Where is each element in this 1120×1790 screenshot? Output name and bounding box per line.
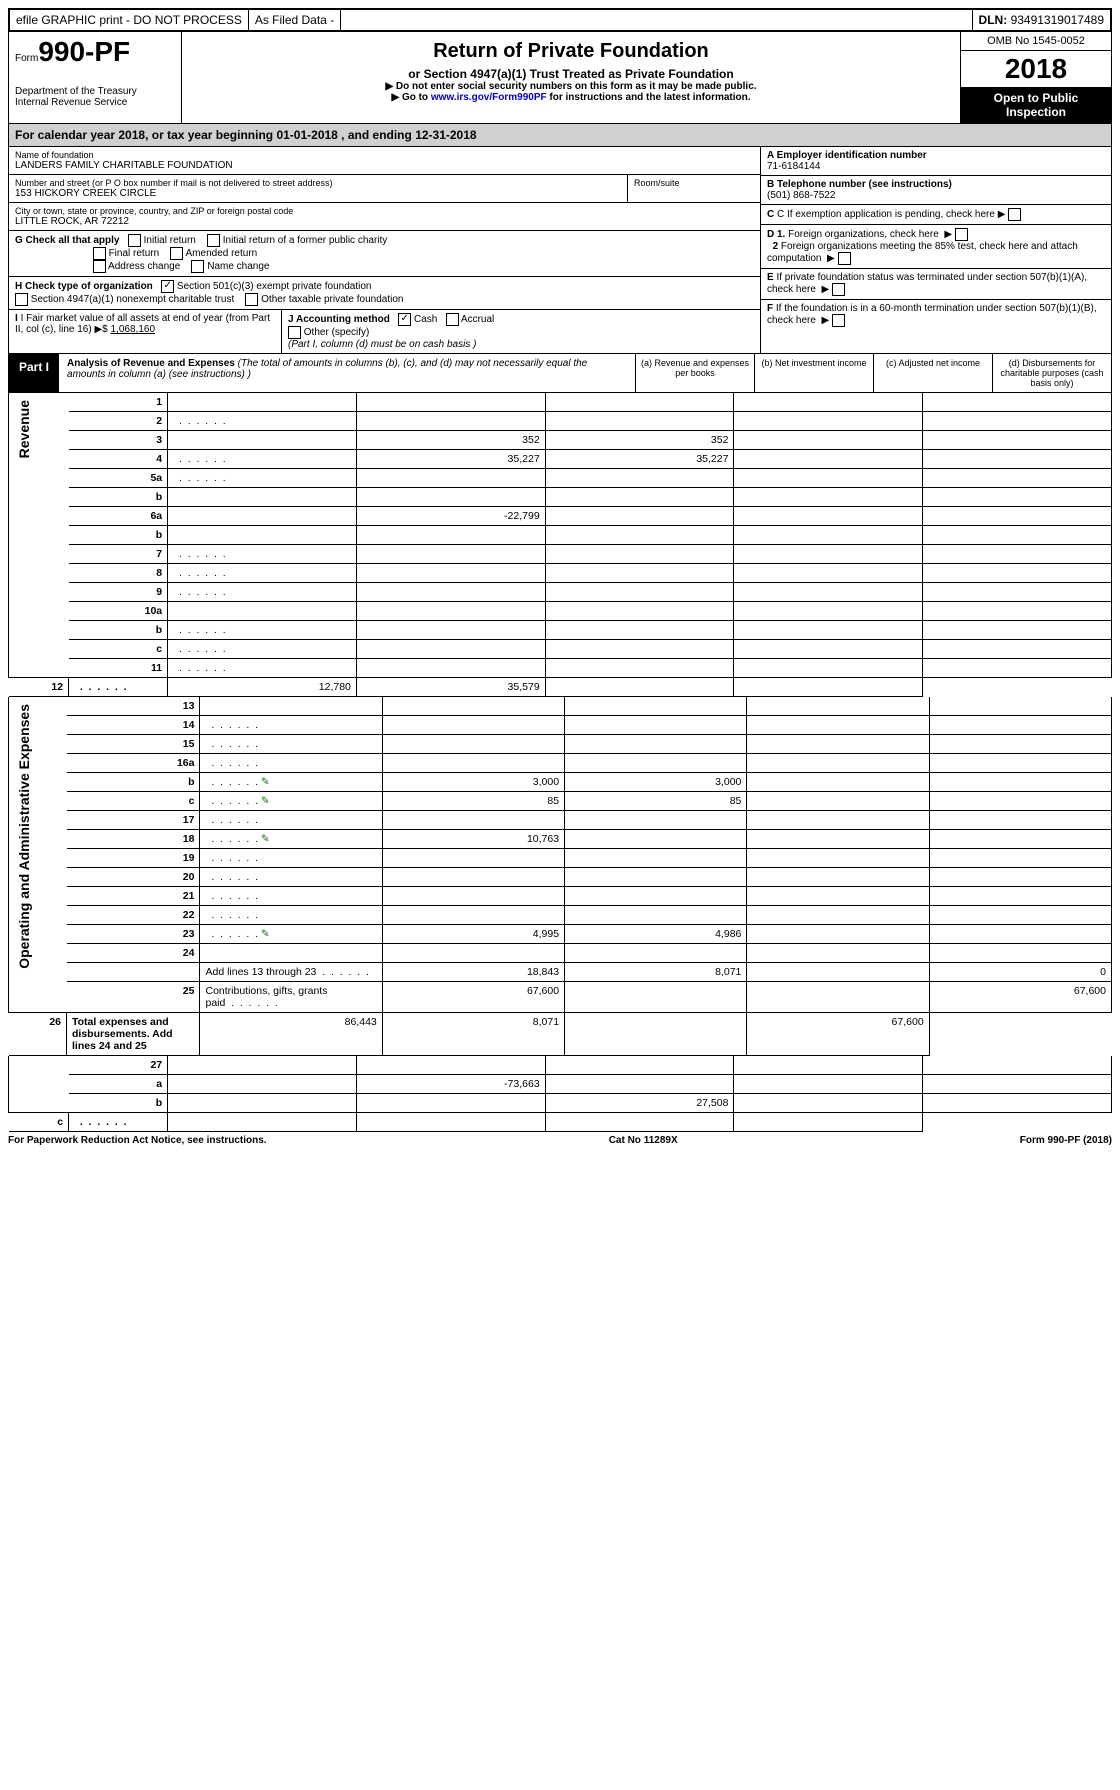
table-row: 26Total expenses and disbursements. Add … (9, 1013, 1112, 1056)
header-left: Form990-PF Department of the Treasury In… (9, 32, 182, 123)
part1-header: Part I Analysis of Revenue and Expenses … (8, 354, 1112, 393)
attachment-icon[interactable]: ✎ (258, 795, 270, 807)
table-row: b (9, 526, 1112, 545)
table-row: b . . . . . . ✎3,0003,000 (9, 773, 1112, 792)
table-row: 25Contributions, gifts, grants paid . . … (9, 982, 1112, 1013)
as-filed: As Filed Data - (249, 10, 341, 30)
calendar-year-row: For calendar year 2018, or tax year begi… (8, 124, 1112, 147)
table-row: Add lines 13 through 23 . . . . . .18,84… (9, 963, 1112, 982)
table-row: 23 . . . . . . ✎4,9954,986 (9, 925, 1112, 944)
table-row: 16a . . . . . . (9, 754, 1112, 773)
table-row: 1 (9, 393, 1112, 412)
table-row: 8 . . . . . . (9, 564, 1112, 583)
top-bar-spacer (341, 10, 972, 30)
page-footer: For Paperwork Reduction Act Notice, see … (8, 1132, 1112, 1146)
attachment-icon[interactable]: ✎ (258, 928, 270, 940)
foundation-city: LITTLE ROCK, AR 72212 (15, 216, 754, 227)
table-row: 7 . . . . . . (9, 545, 1112, 564)
section-i: I I Fair market value of all assets at e… (9, 310, 282, 353)
top-bar: efile GRAPHIC print - DO NOT PROCESS As … (8, 8, 1112, 32)
table-row: 4 . . . . . .35,22735,227 (9, 450, 1112, 469)
section-g: G Check all that apply Initial return In… (9, 231, 760, 277)
table-row: 15 . . . . . . (9, 735, 1112, 754)
foundation-name: LANDERS FAMILY CHARITABLE FOUNDATION (15, 160, 754, 171)
table-row: 21 . . . . . . (9, 887, 1112, 906)
table-row: a-73,663 (9, 1075, 1112, 1094)
table-row: b . . . . . . (9, 621, 1112, 640)
irs-link[interactable]: www.irs.gov/Form990PF (431, 92, 547, 103)
table-row: 11 . . . . . . (9, 659, 1112, 678)
table-row: 24 (9, 944, 1112, 963)
table-row: 2 . . . . . . (9, 412, 1112, 431)
table-row: 12 . . . . . .12,78035,579 (9, 678, 1112, 697)
form-title: Return of Private Foundation (186, 40, 956, 63)
table-row: 14 . . . . . . (9, 716, 1112, 735)
form-header: Form990-PF Department of the Treasury In… (8, 32, 1112, 124)
header-right: OMB No 1545-0052 2018 Open to Public Ins… (960, 32, 1111, 123)
header-center: Return of Private Foundation or Section … (182, 32, 960, 123)
table-row: 17 . . . . . . (9, 811, 1112, 830)
efile-notice: efile GRAPHIC print - DO NOT PROCESS (10, 10, 249, 30)
telephone: (501) 868-7522 (767, 190, 835, 201)
table-row: 13 (9, 697, 1112, 716)
table-row: c . . . . . . (9, 640, 1112, 659)
table-row: 3352352 (9, 431, 1112, 450)
table-row: 19 . . . . . . (9, 849, 1112, 868)
attachment-icon[interactable]: ✎ (258, 833, 270, 845)
table-row: 5a . . . . . . (9, 469, 1112, 488)
dln: DLN: 93491319017489 (973, 10, 1110, 30)
expenses-table: Operating and Administrative Expenses 13… (8, 697, 1112, 1056)
table-row: 27 (9, 1056, 1112, 1075)
info-block: Name of foundation LANDERS FAMILY CHARIT… (8, 147, 1112, 354)
section-h: H Check type of organization ✓ Section 5… (9, 277, 760, 310)
table-row: 9 . . . . . . (9, 583, 1112, 602)
ein: 71-6184144 (767, 161, 820, 172)
attachment-icon[interactable]: ✎ (258, 776, 270, 788)
table-row: 20 . . . . . . (9, 868, 1112, 887)
table-row: 18 . . . . . . ✎10,763 (9, 830, 1112, 849)
summary-table: 27a-73,663b27,508c . . . . . . (8, 1056, 1112, 1132)
table-row: c . . . . . . (9, 1113, 1112, 1132)
table-row: b27,508 (9, 1094, 1112, 1113)
section-j: J Accounting method ✓ Cash Accrual Other… (282, 310, 760, 353)
table-row: 22 . . . . . . (9, 906, 1112, 925)
table-row: 10a (9, 602, 1112, 621)
table-row: b (9, 488, 1112, 507)
foundation-address: 153 HICKORY CREEK CIRCLE (15, 188, 621, 199)
table-row: 6a-22,799 (9, 507, 1112, 526)
revenue-table: Revenue 12 . . . . . .33523524 . . . . .… (8, 393, 1112, 697)
table-row: c . . . . . . ✎8585 (9, 792, 1112, 811)
